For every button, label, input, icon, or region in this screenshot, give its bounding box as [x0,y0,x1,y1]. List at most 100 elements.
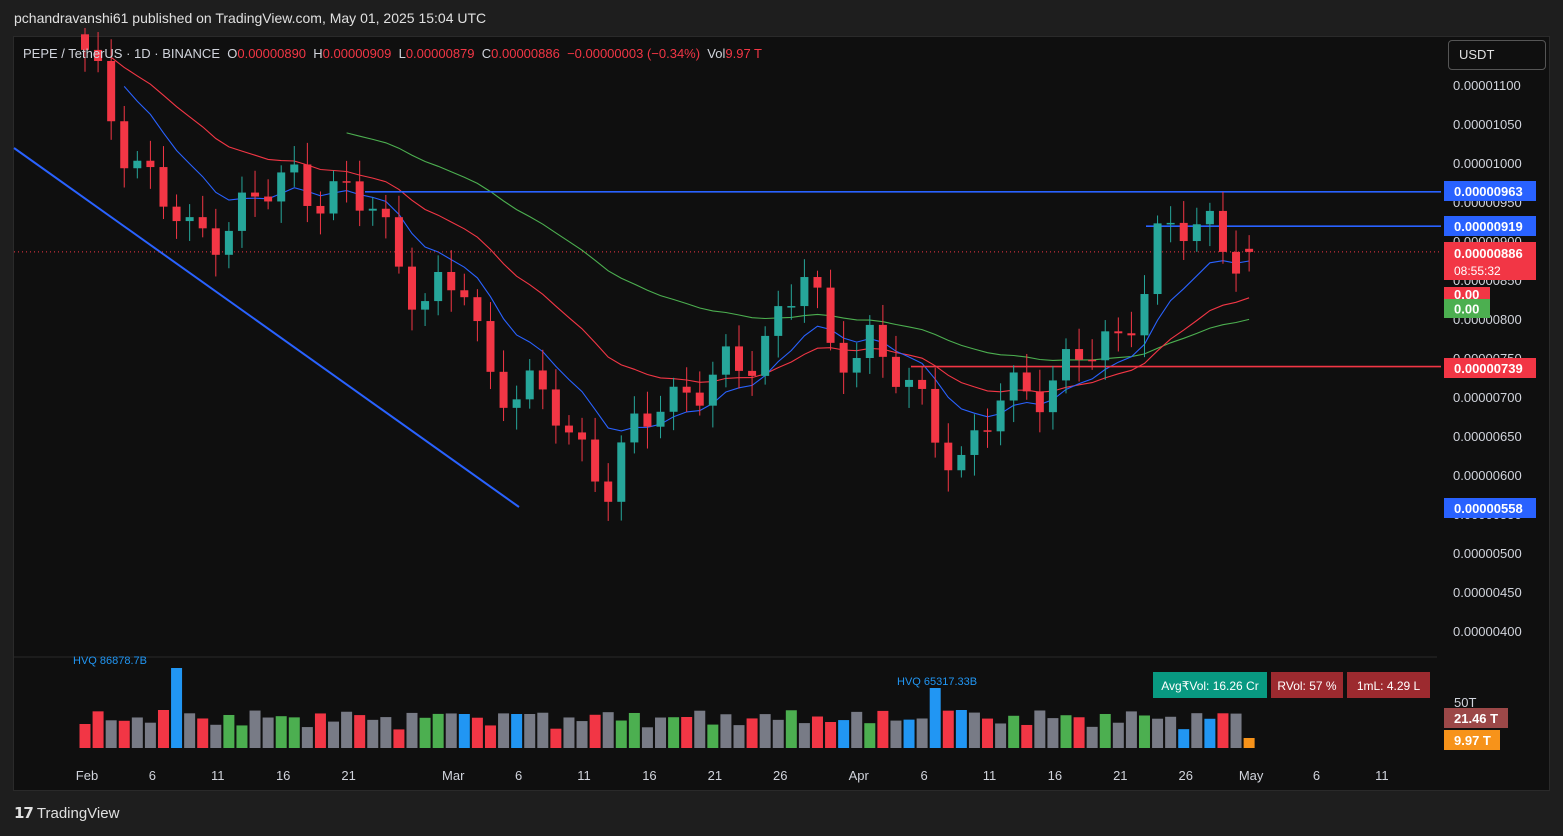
candle-body [486,321,495,372]
x-tick-label: 11 [577,768,591,783]
volume-bar [929,688,941,748]
volume-bar [380,717,392,748]
price-label-919: 0.00000919 [1454,219,1523,234]
volume-bar [1086,726,1098,748]
candle-body [316,205,325,214]
ma-red-value-label-bg [1444,287,1490,301]
candle-body [996,400,1005,432]
volume-bar [328,721,340,748]
candle-body [1088,359,1097,362]
volume-bar [851,711,863,748]
downtrend-line [13,147,520,508]
volume-bar [157,710,169,748]
candle-body [408,266,416,310]
candle-body [185,217,194,222]
candle-body [682,386,691,393]
volume-bar [79,724,91,748]
tradingview-logo-text: TradingView [36,804,120,822]
candle-body [852,358,861,373]
volume-bar [694,710,706,748]
price-label-558: 0.00000558 [1454,501,1523,516]
candle-body [748,370,757,376]
volume-bar [759,714,771,748]
volume-bar [655,717,667,748]
candle-body [1205,210,1214,225]
candle-body [630,413,639,443]
candle-body [1232,251,1241,274]
candle-body [211,228,220,255]
candle-body [957,454,966,471]
volume-bar [877,710,889,748]
y-tick-label: 0.00000500 [1453,546,1522,561]
hvq-label-1: HVQ 86878.7B [73,655,147,667]
volume-bar [419,717,431,748]
ma-slow-line [346,132,1250,361]
ohlc-legend: PEPE / TetherUS · 1D · BINANCE O0.000008… [23,46,762,61]
candle-body [839,342,848,373]
x-tick-label: 21 [708,768,722,783]
volume-bar [576,721,588,748]
candle-body [669,386,678,412]
x-tick-label: 16 [276,768,290,783]
candle-body [1127,333,1136,336]
volume-bar [825,721,837,748]
price-label-739: 0.00000739 [1454,361,1523,376]
volume-bar [916,718,928,748]
volume-bar [524,714,536,748]
legend-symbol[interactable]: PEPE / TetherUS · 1D · BINANCE [23,46,220,61]
y-tick-label: 0.00000600 [1453,468,1522,483]
x-tick-label: 6 [1313,768,1320,783]
candle-body [355,181,364,211]
candle-body [394,217,403,267]
volume-bar [301,727,313,748]
volume-bar [628,712,640,748]
currency-selector[interactable]: USDT [1448,40,1546,70]
price-label-963: 0.00000963 [1454,184,1523,199]
footer-brand[interactable]: 𝟭𝟳 TradingView [14,804,120,823]
candle-body [604,481,613,502]
candle-body [1192,224,1201,242]
candle-body [1245,248,1254,252]
candle-body [159,167,168,207]
volume-bar [668,717,680,748]
volume-bar [838,720,850,748]
candle-body [499,371,508,408]
volume-bar [1073,717,1085,748]
y-tick-label: 0.00001000 [1453,156,1522,171]
price-label-558-bg [1444,498,1536,518]
volume-bar [798,723,810,748]
chart-frame[interactable] [13,36,1550,791]
candle-body [342,181,351,183]
x-tick-label: Apr [849,768,870,783]
volume-bar [589,714,601,748]
candle-body [656,411,665,427]
x-tick-label: 11 [1375,768,1389,783]
candle-body [460,290,469,298]
volume-bar [1099,713,1111,748]
volume-bar [1047,718,1059,748]
x-tick-label: 6 [515,768,522,783]
volume-bar [707,724,719,748]
volume-bar [903,719,915,748]
volume-bar [746,718,758,748]
candle-body [1075,349,1084,360]
y-tick-label: 0.00000450 [1453,585,1522,600]
volume-bar [484,725,496,748]
candle-body [918,379,927,389]
volume-bar [995,723,1007,748]
candle-body [1166,222,1175,225]
candle-body [1153,223,1162,295]
legend-volume: 9.97 T [725,46,762,61]
candle-body [290,164,299,173]
candle-body [787,306,796,308]
x-tick-label: May [1239,768,1264,783]
volume-bar [550,728,562,748]
candle-body [303,164,312,206]
candle-body [538,370,547,390]
candle-body [591,439,600,482]
candle-body [970,430,979,455]
candle-body [983,430,992,432]
candle-body [1101,331,1110,361]
volume-bar [236,725,248,748]
